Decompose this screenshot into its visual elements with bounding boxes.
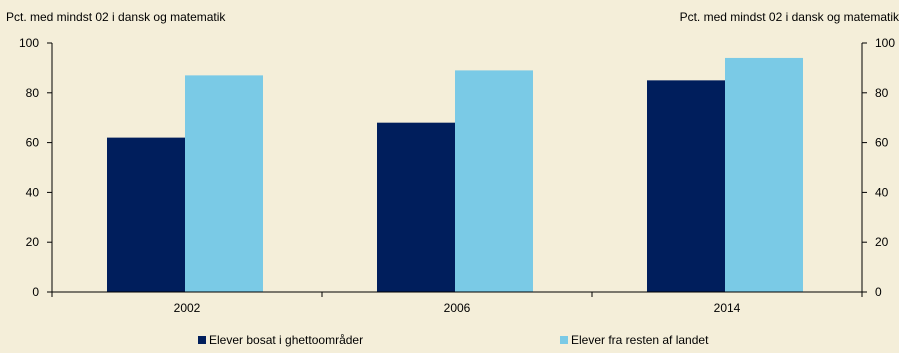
y-tick-label-right-60: 60	[875, 136, 889, 150]
y-tick-label-left-100: 100	[19, 36, 39, 50]
y-axis-title-left: Pct. med mindst 02 i dansk og matematik	[6, 10, 226, 24]
legend-item-ghetto: Elever bosat i ghettoområder	[198, 333, 363, 347]
bar-1-2006	[455, 70, 533, 292]
legend-label-ghetto: Elever bosat i ghettoområder	[209, 333, 364, 347]
bar-0-2002	[107, 137, 185, 292]
y-tick-label-left-0: 0	[32, 285, 39, 299]
x-tick-label-2002: 2002	[174, 301, 201, 315]
bar-0-2014	[647, 80, 725, 292]
y-tick-label-right-0: 0	[875, 285, 882, 299]
y-tick-label-left-20: 20	[26, 235, 40, 249]
y-tick-label-right-80: 80	[875, 86, 889, 100]
bar-0-2006	[377, 122, 455, 293]
x-tick-label-2014: 2014	[714, 301, 741, 315]
y-axis-title-right: Pct. med mindst 02 i dansk og matematik	[679, 10, 899, 24]
y-tick-label-right-20: 20	[875, 235, 889, 249]
legend-label-rest: Elever fra resten af landet	[571, 333, 709, 347]
y-tick-label-right-40: 40	[875, 185, 889, 199]
x-tick-label-2006: 2006	[444, 301, 471, 315]
bar-1-2014	[725, 57, 803, 292]
y-tick-label-left-40: 40	[26, 185, 40, 199]
legend-item-rest: Elever fra resten af landet	[560, 333, 708, 347]
y-tick-label-left-60: 60	[26, 136, 40, 150]
y-tick-label-right-100: 100	[875, 36, 895, 50]
legend-swatch-rest	[560, 336, 568, 344]
legend-swatch-ghetto	[198, 336, 206, 344]
y-tick-label-left-80: 80	[26, 86, 40, 100]
bar-1-2002	[185, 75, 263, 293]
